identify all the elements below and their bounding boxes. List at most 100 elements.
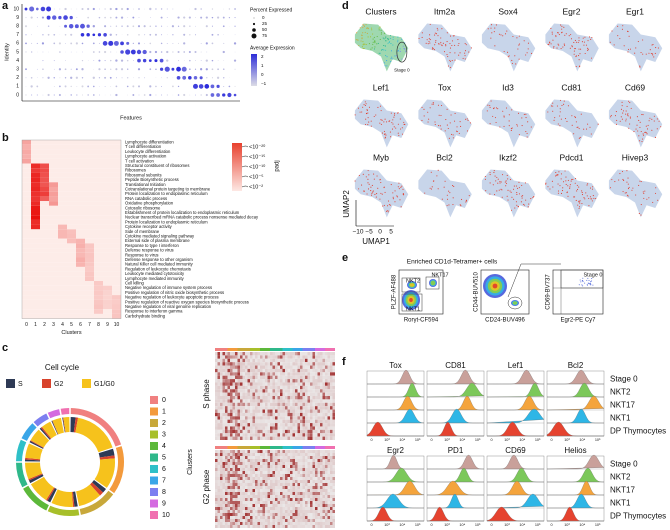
- umap-shape: [354, 23, 409, 72]
- heat-cell: [330, 365, 333, 369]
- umap-point: [454, 44, 456, 46]
- dot: [138, 85, 140, 88]
- heat-cell: [272, 389, 275, 393]
- heat-cell: [67, 154, 76, 159]
- heat-cell: [322, 465, 325, 468]
- dot: [121, 25, 123, 27]
- heat-cell: [215, 519, 218, 522]
- heat-cell: [85, 201, 94, 206]
- umap-point: [446, 53, 448, 56]
- umap-point: [646, 133, 648, 135]
- heat-cell: [225, 462, 228, 465]
- histogram: [366, 493, 424, 509]
- heat-cell: [295, 507, 298, 510]
- heat-cell: [292, 465, 295, 468]
- heat-cell: [257, 471, 260, 474]
- heat-cell: [245, 468, 248, 471]
- umap-point: [527, 42, 529, 44]
- heat-cell: [240, 352, 243, 356]
- panel-title: Egr2: [387, 446, 404, 455]
- heat-cell: [275, 501, 278, 504]
- umap-point: [371, 29, 373, 31]
- heat-cell: [235, 450, 238, 453]
- heat-cell: [305, 477, 308, 480]
- x-tick-label: 10⁵: [595, 438, 601, 442]
- umap-point: [578, 186, 580, 188]
- heat-cell: [332, 362, 335, 366]
- cluster-strip: [227, 446, 230, 449]
- heat-cell: [232, 498, 235, 501]
- heat-cell: [217, 365, 220, 369]
- umap-point: [423, 108, 425, 110]
- heat-cell: [312, 504, 315, 507]
- heat-cell: [217, 392, 220, 396]
- heat-cell: [257, 352, 260, 356]
- heat-cell: [215, 486, 218, 489]
- umap-point: [392, 192, 394, 194]
- heat-cell: [280, 525, 283, 528]
- heat-cell: [215, 406, 218, 410]
- heat-cell: [330, 362, 333, 366]
- heat-cell: [112, 191, 121, 197]
- heat-cell: [285, 419, 288, 424]
- heat-cell: [85, 248, 94, 253]
- umap-point: [380, 33, 382, 35]
- umap-point: [440, 114, 442, 117]
- heat-cell: [247, 385, 250, 390]
- heat-cell: [262, 409, 265, 413]
- heat-cell: [272, 416, 275, 420]
- row-label: Cotranslational protein targeting to mem…: [125, 186, 211, 191]
- heat-cell: [300, 402, 303, 407]
- dot: [40, 6, 46, 12]
- heat-cell: [322, 372, 325, 376]
- heat-cell: [310, 409, 313, 413]
- heat-cell: [58, 276, 67, 281]
- donut-inner: [51, 420, 59, 435]
- row-label: Defense response to virus: [125, 248, 174, 253]
- heat-cell: [277, 462, 280, 465]
- heat-cell: [307, 480, 310, 483]
- heat-cell: [255, 450, 258, 453]
- heat-cell: [58, 285, 67, 291]
- umap-point: [362, 32, 364, 34]
- heat-cell: [270, 379, 273, 383]
- heat-cell: [320, 510, 323, 513]
- heat-cell: [250, 516, 253, 519]
- y-tick-label: 4: [16, 58, 19, 64]
- heat-cell: [290, 382, 293, 386]
- legend-label: <10⁻¹⁰: [249, 163, 266, 170]
- heat-cell: [287, 504, 290, 507]
- heat-cell: [312, 483, 315, 486]
- heat-cell: [290, 379, 293, 383]
- heat-cell: [217, 379, 220, 383]
- umap-point: [448, 137, 450, 139]
- heat-cell: [315, 412, 318, 417]
- umap-point: [556, 174, 558, 176]
- umap-point: [498, 189, 500, 191]
- heat-cell: [270, 402, 273, 407]
- heat-cell: [112, 219, 121, 225]
- dot: [132, 60, 134, 61]
- heat-cell: [265, 510, 268, 513]
- heat-cell: [247, 474, 250, 477]
- cluster-strip: [315, 348, 318, 351]
- heat-cell: [220, 471, 223, 474]
- umap-point: [387, 211, 389, 213]
- heat-cell: [112, 168, 121, 173]
- dot: [65, 42, 66, 44]
- heat-cell: [31, 238, 40, 244]
- heat-cell: [265, 396, 268, 400]
- heat-cell: [215, 471, 218, 474]
- heat-cell: [217, 459, 220, 462]
- dot: [166, 25, 168, 27]
- umap-point: [622, 25, 624, 27]
- umap-point: [561, 28, 563, 30]
- heat-cell: [217, 450, 220, 453]
- heat-cell: [275, 412, 278, 417]
- heat-cell: [227, 409, 230, 413]
- heat-cell: [307, 368, 310, 373]
- row-label: Translational Initiation: [125, 182, 166, 187]
- heat-cell: [227, 436, 230, 440]
- umap-point: [449, 47, 452, 49]
- heat-cell: [230, 389, 233, 393]
